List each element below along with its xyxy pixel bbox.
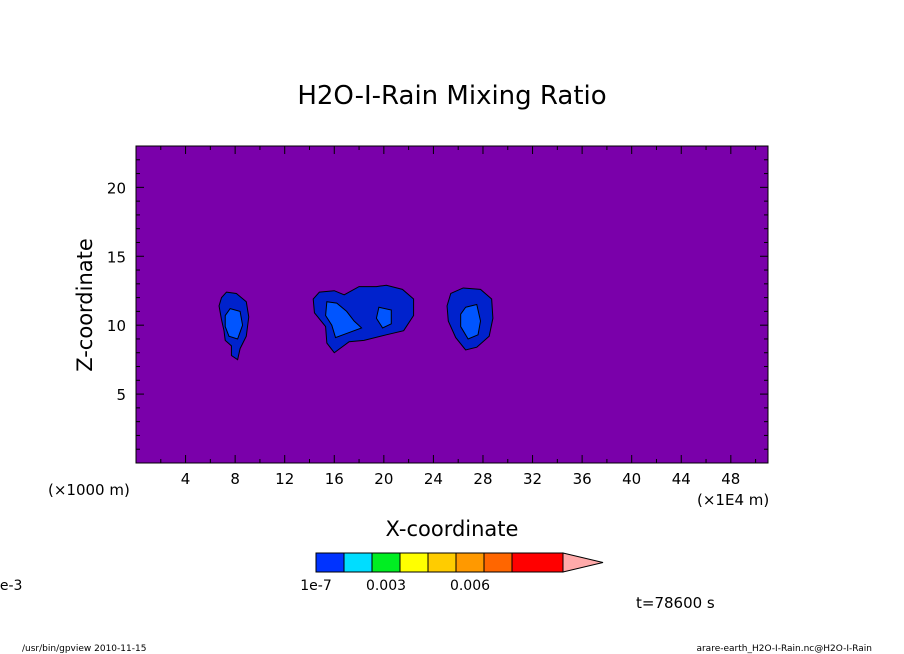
x-tick-label: 36 bbox=[573, 470, 592, 488]
x-axis-title: X-coordinate bbox=[386, 517, 519, 541]
colorbar-bin bbox=[371, 552, 401, 573]
x-unit-left: (×1000 m) bbox=[48, 481, 130, 499]
x-tick-label: 32 bbox=[523, 470, 542, 488]
contour-blob-inner bbox=[375, 306, 392, 329]
y-axis-ticks: 5 10 15 20 bbox=[107, 159, 768, 450]
colorbar-arrow bbox=[562, 552, 604, 573]
colorbar-bin bbox=[511, 552, 564, 573]
x-tick-label: 20 bbox=[374, 470, 393, 488]
x-axis-ticks: 4 8 12 16 20 24 28 32 36 40 44 48 bbox=[160, 146, 757, 488]
x-tick-label: 44 bbox=[672, 470, 691, 488]
time-label: t=78600 s bbox=[636, 594, 715, 612]
colorbar bbox=[315, 552, 604, 573]
colorbar-bin bbox=[315, 552, 345, 573]
x-tick-label: 16 bbox=[325, 470, 344, 488]
contour-blob-inner bbox=[460, 303, 482, 340]
colorbar-label: 0.003 bbox=[366, 578, 406, 594]
x-tick-label: 40 bbox=[622, 470, 641, 488]
colorbar-label: 0.006 bbox=[450, 578, 490, 594]
plot-area bbox=[135, 145, 769, 464]
colorbar-bin bbox=[455, 552, 485, 573]
y-axis-title: Z-coordinate bbox=[73, 238, 97, 372]
footer-right: arare-earth_H2O-I-Rain.nc@H2O-I-Rain bbox=[696, 644, 872, 654]
footer-left: /usr/bin/gpview 2010-11-15 bbox=[22, 644, 146, 654]
colorbar-bin bbox=[483, 552, 513, 573]
colorbar-label: 1e-7 bbox=[300, 578, 331, 594]
colorbar-bin bbox=[343, 552, 373, 573]
chart-title: H2O-I-Rain Mixing Ratio bbox=[297, 81, 606, 111]
x-tick-label: 48 bbox=[721, 470, 740, 488]
y-tick-label: 15 bbox=[107, 248, 126, 266]
contour-blob-inner bbox=[325, 301, 363, 339]
colorbar-bin bbox=[427, 552, 457, 573]
x-tick-label: 28 bbox=[473, 470, 492, 488]
x-tick-label: 4 bbox=[181, 470, 191, 488]
x-unit-right: (×1E4 m) bbox=[697, 491, 769, 509]
y-tick-label: 5 bbox=[116, 386, 126, 404]
x-tick-label: 12 bbox=[275, 470, 294, 488]
colorbar-labels: 1e-7 0.003 0.006 9.9e-3 bbox=[0, 578, 490, 594]
contour-blobs bbox=[218, 284, 494, 361]
x-tick-label: 24 bbox=[424, 470, 443, 488]
y-tick-label: 10 bbox=[107, 317, 126, 335]
x-tick-label: 8 bbox=[230, 470, 240, 488]
y-tick-label: 20 bbox=[107, 179, 126, 197]
colorbar-label: 9.9e-3 bbox=[0, 578, 22, 594]
colorbar-bin bbox=[399, 552, 429, 573]
plot-frame bbox=[135, 145, 769, 464]
contour-blob-inner bbox=[224, 308, 244, 340]
